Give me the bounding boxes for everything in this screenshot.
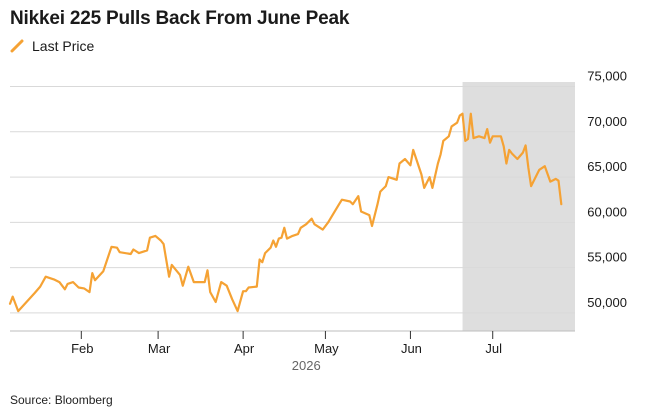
x-tick-label: Jul: [485, 341, 502, 356]
page-title: Nikkei 225 Pulls Back From June Peak: [10, 8, 350, 29]
year-label: 2026: [292, 358, 321, 373]
y-tick-label: 60,000: [587, 204, 627, 219]
shaded-region: [462, 82, 575, 331]
legend-label: Last Price: [32, 38, 95, 54]
x-tick-label: Feb: [71, 341, 93, 356]
y-tick-label: 70,000: [587, 114, 627, 129]
y-tick-label: 65,000: [587, 159, 627, 174]
y-tick-label: 75,000: [587, 69, 627, 84]
y-tick-label: 55,000: [587, 250, 627, 265]
source-note: Source: Bloomberg: [10, 393, 113, 407]
x-tick-label: May: [314, 341, 339, 356]
series-line: [8, 112, 563, 313]
x-tick-label: Apr: [234, 341, 255, 356]
y-tick-label: 50,000: [587, 295, 627, 310]
x-tick-label: Jun: [401, 341, 422, 356]
x-tick-label: Mar: [148, 341, 171, 356]
legend-line-icon: [10, 39, 24, 53]
legend: Last Price: [10, 38, 94, 54]
